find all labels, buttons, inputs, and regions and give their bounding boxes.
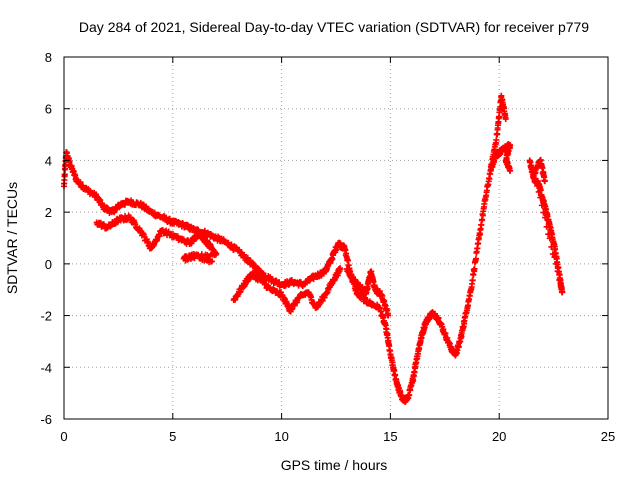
data-trace-mark: [493, 136, 500, 143]
plot-frame: [63, 56, 609, 420]
data-trace-mark: [549, 251, 556, 258]
chart-title: Day 284 of 2021, Sidereal Day-to-day VTE…: [79, 19, 589, 35]
x-axis-label: GPS time / hours: [281, 457, 388, 473]
data-trace-mark: [548, 243, 555, 250]
data-trace-mark: [551, 254, 558, 261]
y-tick-label: 8: [45, 50, 52, 65]
y-tick-label: 0: [45, 257, 52, 272]
data-trace-mark: [534, 182, 541, 189]
data-trace-mark: [556, 277, 563, 284]
data-trace-mark: [532, 178, 539, 185]
y-tick-label: 6: [45, 102, 52, 117]
x-tick-label: 10: [274, 429, 288, 444]
axis-ticks: 0 5 10 15 20 25 -6 -4 -2 0 2 4 6 8: [40, 50, 615, 444]
data-point: [502, 116, 509, 123]
data-trace-mark: [537, 194, 544, 201]
data-marks: [61, 92, 566, 405]
x-tick-label: 20: [492, 429, 506, 444]
data-trace-mark: [538, 202, 545, 209]
y-tick-label: -2: [40, 309, 52, 324]
data-trace-mark: [546, 235, 553, 242]
data-trace-mark: [469, 277, 476, 284]
y-tick-label: 2: [45, 205, 52, 220]
data-trace-mark: [472, 255, 479, 262]
data-trace-mark: [545, 231, 552, 238]
data-trace-mark: [61, 171, 68, 178]
data-trace-mark: [557, 283, 564, 290]
x-tick-label: 5: [169, 429, 176, 444]
data-trace-mark: [553, 260, 560, 267]
y-tick-label: -4: [40, 360, 52, 375]
data-point: [507, 167, 514, 174]
y-axis-label: SDTVAR / TECUs: [4, 182, 20, 294]
x-tick-label: 0: [60, 429, 67, 444]
data-point: [385, 312, 392, 319]
data-point: [208, 258, 215, 265]
data-point: [337, 266, 344, 273]
y-tick-label: -6: [40, 412, 52, 427]
data-trace-mark: [543, 223, 550, 230]
data-trace-mark: [554, 268, 561, 275]
data-trace-mark: [540, 209, 547, 216]
data-trace-mark: [542, 214, 549, 221]
x-tick-label: 25: [601, 429, 615, 444]
data-trace-mark: [535, 188, 542, 195]
x-tick-label: 15: [383, 429, 397, 444]
data-point: [541, 178, 548, 185]
data-point: [559, 289, 566, 296]
data-trace-mark: [471, 265, 478, 272]
y-tick-label: 4: [45, 153, 52, 168]
